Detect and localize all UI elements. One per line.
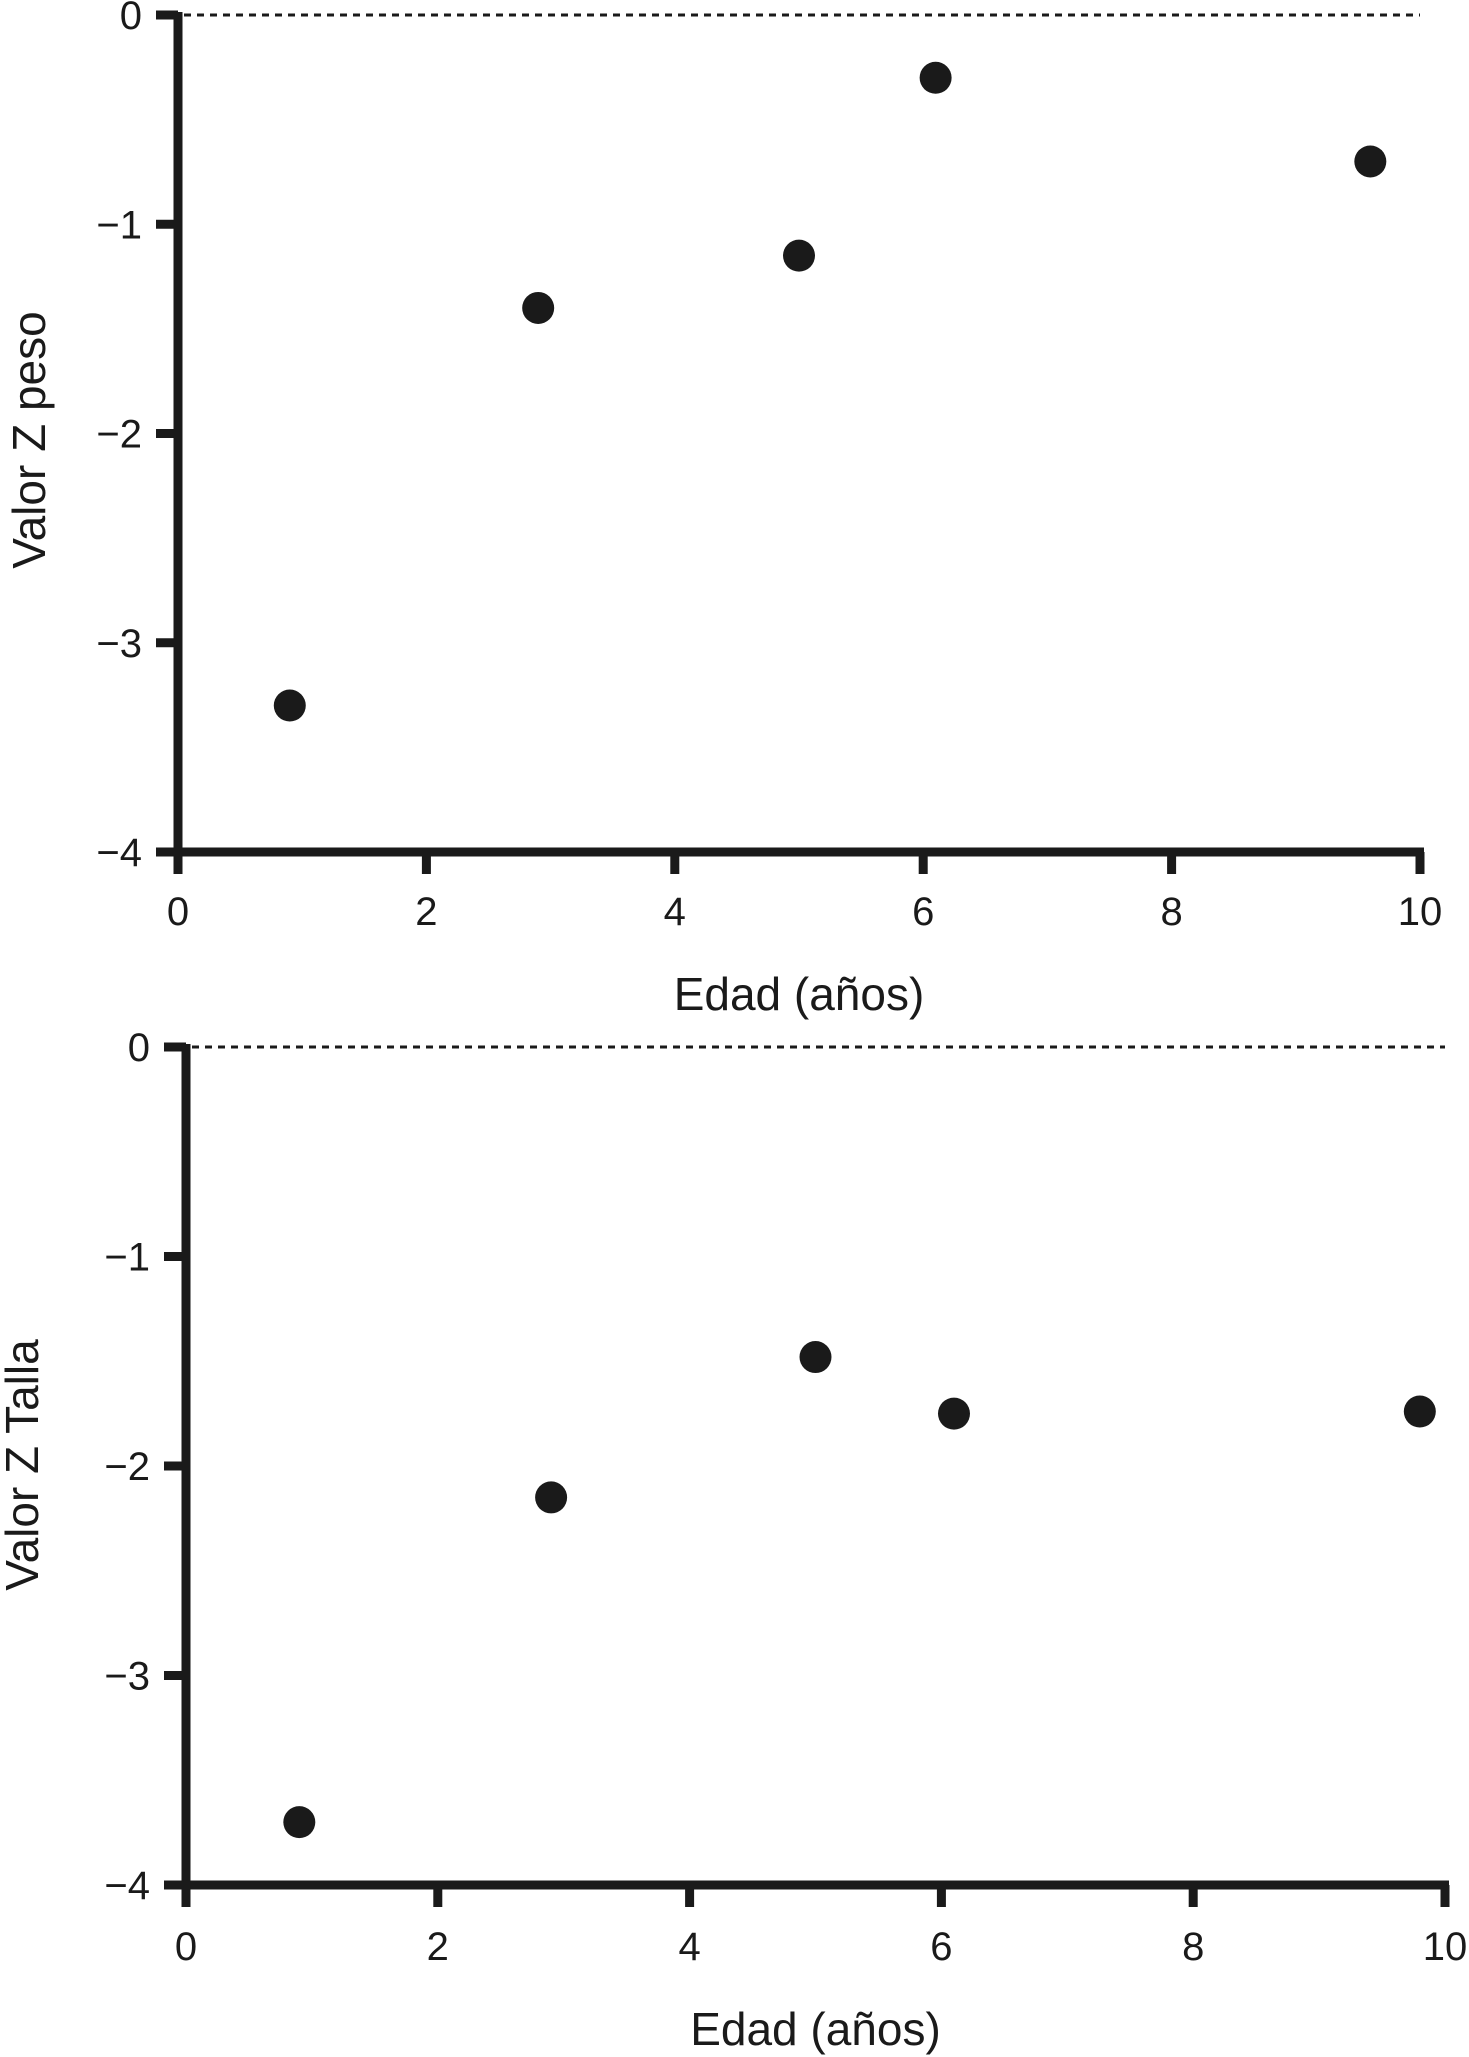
data-point <box>1403 1395 1436 1428</box>
y-tick-label: −4 <box>104 1864 150 1908</box>
y-tick-label: −2 <box>104 1445 150 1489</box>
x-tick-label: 6 <box>930 1925 952 1969</box>
y-tick-label: 0 <box>128 1026 150 1070</box>
data-point <box>799 1341 832 1374</box>
y-axis-label: Valor Z Talla <box>0 1339 48 1591</box>
y-tick-label: 0 <box>120 0 142 38</box>
x-tick-label: 2 <box>427 1925 449 1969</box>
x-tick-label: 10 <box>1423 1925 1468 1969</box>
y-tick-label: −1 <box>104 1236 150 1280</box>
data-point <box>535 1481 568 1514</box>
data-point <box>937 1397 970 1430</box>
x-axis-label: Edad (años) <box>674 968 925 1020</box>
data-point <box>1354 145 1387 178</box>
x-tick-label: 8 <box>1182 1925 1204 1969</box>
y-tick-label: −3 <box>96 622 142 666</box>
y-axis-label: Valor Z peso <box>3 311 55 568</box>
x-tick-label: 0 <box>175 1925 197 1969</box>
data-point <box>783 239 815 272</box>
y-tick-label: −1 <box>96 203 142 247</box>
x-tick-label: 4 <box>678 1925 700 1969</box>
x-tick-label: 6 <box>912 890 934 934</box>
y-tick-label: −2 <box>96 413 142 457</box>
data-point <box>273 689 306 722</box>
data-point <box>283 1806 316 1839</box>
height-z-score-chart: 0 2 4 6 8 10 0 −1 −2 −3 −4 Edad (años) Valor Z Talla <box>0 1026 1467 2055</box>
y-tick-label: −3 <box>104 1655 150 1699</box>
x-tick-label: 0 <box>167 890 189 934</box>
x-axis-label: Edad (años) <box>690 2003 941 2055</box>
y-tick-label: −4 <box>96 831 142 875</box>
data-point <box>919 61 952 94</box>
x-tick-label: 4 <box>664 890 686 934</box>
data-point <box>522 291 555 324</box>
x-tick-label: 2 <box>415 890 437 934</box>
x-tick-label: 10 <box>1398 890 1443 934</box>
x-tick-label: 8 <box>1160 890 1182 934</box>
weight-z-score-chart: 0 2 4 6 8 10 0 −1 −2 −3 −4 Edad (años) Valor Z peso <box>3 0 1442 1020</box>
